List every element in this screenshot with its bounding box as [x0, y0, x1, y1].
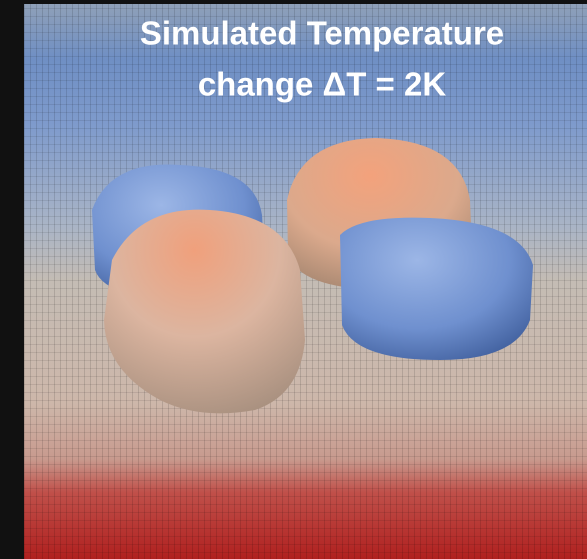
title-line: Simulated Temperature — [140, 15, 504, 52]
visualization: Simulated Temperature change ΔT = 2K — [0, 0, 587, 559]
title-line: change ΔT = 2K — [198, 66, 447, 103]
cold-blob — [340, 218, 533, 360]
